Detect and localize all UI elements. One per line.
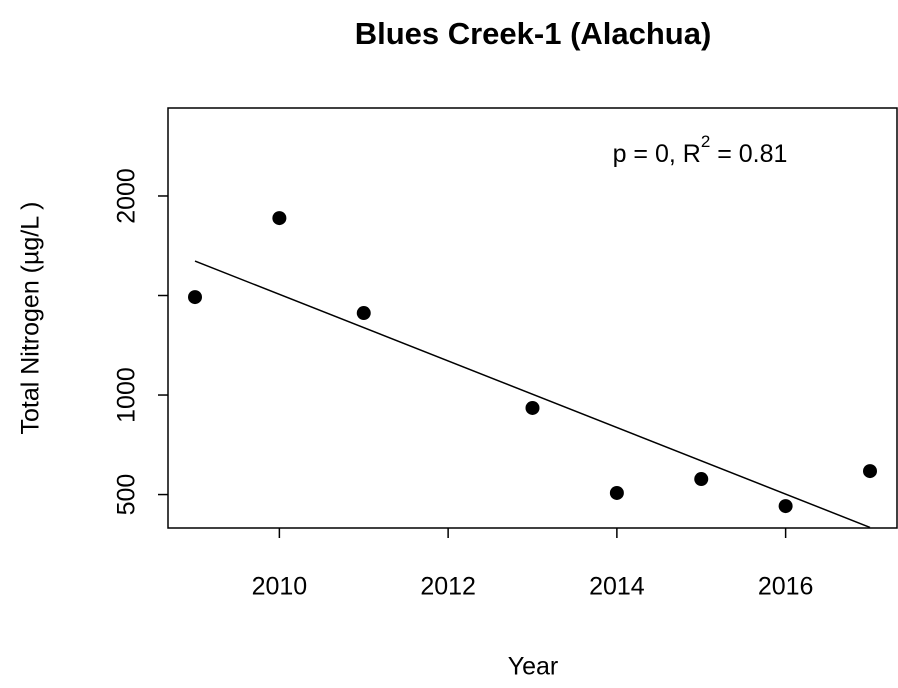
point (272, 211, 287, 226)
x-tick-label: 2012 (420, 573, 476, 601)
point (863, 464, 877, 479)
point (778, 499, 793, 514)
x-tick-label: 2016 (758, 573, 814, 601)
trend-line (194, 260, 871, 529)
annotation-text: p = 0, R (613, 140, 701, 168)
y-tick-label: 500 (113, 474, 141, 516)
point (609, 485, 624, 500)
point (188, 290, 202, 305)
annotation-text: = 0.81 (710, 140, 787, 168)
annotation: p = 0, R2 = 0.81 (613, 132, 788, 167)
y-axis-label: Total Nitrogen (µg/L ) (17, 201, 45, 434)
x-tick-label: 2014 (589, 573, 645, 601)
point (356, 306, 371, 321)
point (525, 400, 540, 415)
x-tick-label: 2010 (252, 573, 308, 601)
annotation-sup: 2 (701, 132, 710, 151)
chart-title: Blues Creek-1 (Alachua) (355, 16, 712, 51)
y-tick-label: 1000 (113, 367, 141, 423)
y-tick-label: 2000 (113, 168, 141, 224)
plot-box (167, 107, 898, 529)
x-axis-label: Year (508, 653, 559, 681)
point (694, 472, 709, 487)
